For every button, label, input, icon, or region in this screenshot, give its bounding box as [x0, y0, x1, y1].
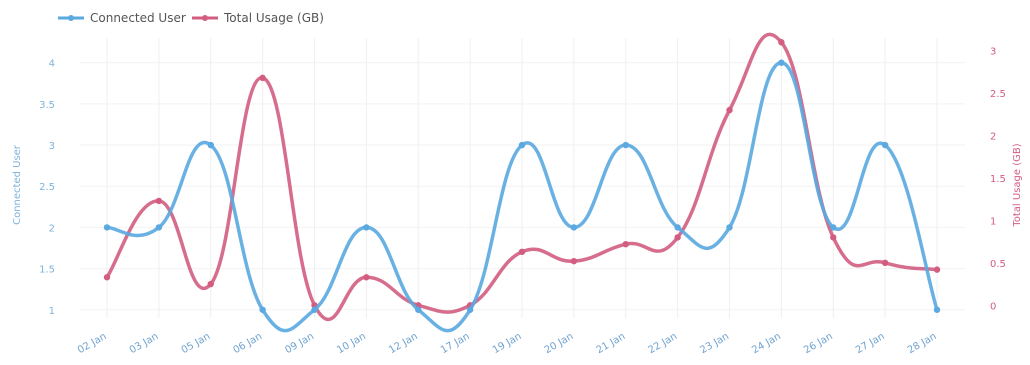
data-point-connected-user[interactable]: [778, 59, 785, 66]
x-tick-label: 09 Jan: [283, 331, 316, 356]
x-tick-label: 24 Jan: [750, 331, 783, 356]
y-axis-right-ticks: 0 0.5 1 1.5 2 2.5 3: [990, 47, 1006, 313]
data-point-total-usage-gb[interactable]: [726, 106, 733, 114]
y-left-tick-label: 3.5: [39, 100, 55, 111]
y-axis-right-title: Total Usage (GB): [1012, 143, 1023, 227]
x-tick-label: 23 Jan: [698, 331, 731, 356]
data-point-total-usage-gb[interactable]: [933, 266, 941, 273]
x-tick-label: 02 Jan: [76, 331, 109, 356]
data-point-connected-user[interactable]: [933, 306, 941, 313]
legend-item-total-usage[interactable]: Total Usage (GB): [192, 11, 324, 25]
x-tick-label: 21 Jan: [595, 331, 628, 356]
y-right-tick-label: 1.5: [990, 174, 1006, 185]
y-right-tick-label: 2: [990, 132, 996, 143]
y-left-tick-label: 1: [49, 306, 55, 317]
x-tick-label: 06 Jan: [231, 331, 264, 356]
data-point-total-usage-gb[interactable]: [570, 257, 578, 265]
legend-label-connected-user: Connected User: [90, 11, 186, 25]
data-point-connected-user[interactable]: [207, 141, 214, 149]
legend-item-connected-user[interactable]: Connected User: [58, 11, 186, 25]
y-left-tick-label: 1.5: [39, 265, 55, 276]
data-point-connected-user[interactable]: [259, 306, 266, 313]
y-axis-left-title: Connected User: [12, 144, 23, 225]
data-point-total-usage-gb[interactable]: [518, 248, 526, 256]
y-left-tick-label: 2: [49, 223, 55, 234]
data-point-total-usage-gb[interactable]: [622, 240, 629, 248]
data-point-connected-user[interactable]: [466, 306, 474, 313]
data-point-total-usage-gb[interactable]: [103, 274, 111, 281]
data-point-connected-user[interactable]: [674, 224, 681, 231]
data-point-connected-user[interactable]: [363, 224, 370, 231]
data-point-connected-user[interactable]: [570, 224, 578, 231]
legend: Connected User Total Usage (GB): [58, 11, 324, 25]
x-tick-label: 03 Jan: [128, 331, 161, 356]
data-point-total-usage-gb[interactable]: [363, 274, 370, 281]
y-left-tick-label: 3: [49, 141, 55, 152]
legend-label-total-usage: Total Usage (GB): [223, 11, 324, 25]
data-point-total-usage-gb[interactable]: [830, 234, 837, 241]
series-layer: [103, 32, 941, 333]
data-point-total-usage-gb[interactable]: [778, 39, 785, 46]
legend-marker-connected-user: [68, 15, 74, 21]
data-point-total-usage-gb[interactable]: [881, 259, 889, 267]
x-tick-label: 27 Jan: [854, 331, 887, 356]
data-point-total-usage-gb[interactable]: [207, 280, 214, 288]
y-right-tick-label: 0.5: [990, 259, 1006, 270]
y-left-tick-label: 4: [49, 59, 55, 70]
y-left-tick-label: 2.5: [39, 182, 55, 193]
data-point-total-usage-gb[interactable]: [155, 197, 163, 205]
data-point-connected-user[interactable]: [622, 141, 629, 149]
x-tick-label: 19 Jan: [491, 331, 524, 356]
y-right-tick-label: 1: [990, 216, 996, 227]
grid: [80, 38, 965, 318]
x-tick-label: 10 Jan: [335, 331, 368, 356]
x-axis-ticks: 02 Jan 03 Jan 05 Jan 06 Jan 09 Jan 10 Jan 12 J…: [76, 331, 939, 356]
y-right-tick-label: 0: [990, 301, 996, 312]
data-point-connected-user[interactable]: [415, 306, 422, 313]
data-point-total-usage-gb[interactable]: [674, 234, 681, 241]
data-point-connected-user[interactable]: [881, 141, 889, 149]
data-point-connected-user[interactable]: [830, 224, 837, 231]
series-line-connected-user: [105, 60, 939, 333]
x-tick-label: 22 Jan: [646, 331, 679, 356]
x-tick-label: 28 Jan: [906, 331, 939, 356]
legend-marker-total-usage: [202, 15, 208, 21]
x-tick-label: 12 Jan: [387, 331, 420, 356]
x-tick-label: 17 Jan: [439, 331, 472, 356]
data-point-total-usage-gb[interactable]: [259, 74, 266, 82]
y-axis-left-ticks: 1 1.5 2 2.5 3 3.5 4: [39, 59, 55, 317]
data-point-connected-user[interactable]: [103, 224, 111, 231]
y-right-tick-label: 3: [990, 47, 996, 58]
data-point-connected-user[interactable]: [311, 306, 318, 313]
data-point-connected-user[interactable]: [726, 224, 733, 231]
y-right-tick-label: 2.5: [990, 89, 1006, 100]
x-tick-label: 26 Jan: [802, 331, 835, 356]
x-tick-label: 05 Jan: [180, 331, 213, 356]
data-point-connected-user[interactable]: [155, 224, 163, 231]
data-point-connected-user[interactable]: [518, 141, 526, 149]
x-tick-label: 20 Jan: [543, 331, 576, 356]
